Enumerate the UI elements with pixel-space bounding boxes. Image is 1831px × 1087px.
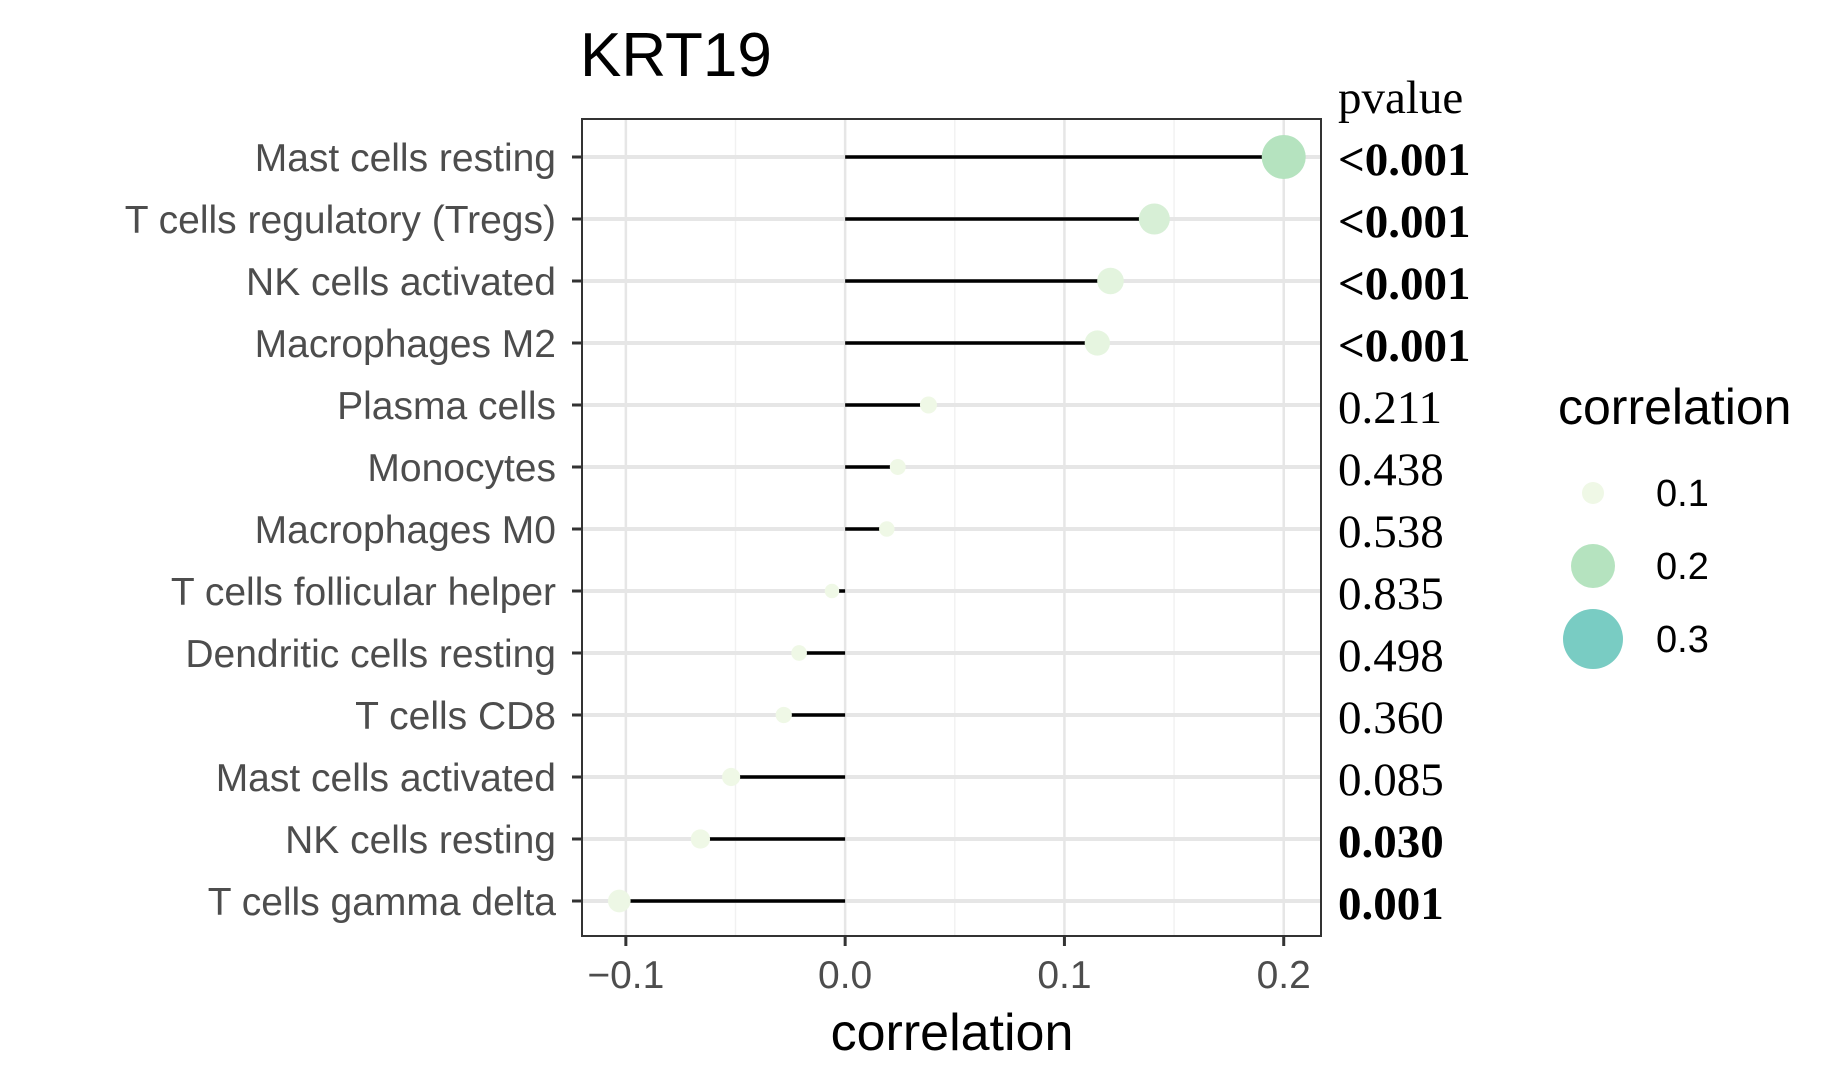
- y-tick-label: Dendritic cells resting: [185, 633, 556, 676]
- lollipop-point: [690, 829, 711, 849]
- lollipop-point: [607, 889, 631, 913]
- lollipop-point: [1084, 330, 1110, 356]
- legend-label: 0.3: [1656, 619, 1709, 661]
- lollipop-point: [824, 583, 840, 599]
- lollipop-point: [1261, 135, 1306, 179]
- pvalue-column: <0.001 <0.001 <0.001 <0.001 0.211 0.438 0.538 0…: [1338, 134, 1471, 930]
- legend-swatch: [1563, 609, 1623, 669]
- lollipop-point: [1097, 267, 1124, 295]
- pvalue-label: 0.498: [1338, 630, 1444, 682]
- pvalue-label: <0.001: [1338, 134, 1471, 186]
- legend-swatch: [1571, 544, 1615, 588]
- pvalue-label: <0.001: [1338, 320, 1471, 372]
- y-tick-label: T cells follicular helper: [171, 571, 556, 614]
- x-tick-label: −0.1: [587, 954, 664, 997]
- pvalue-label: 0.835: [1338, 568, 1444, 620]
- legend-label: 0.2: [1656, 546, 1709, 588]
- x-tick-label: 0.1: [1037, 954, 1091, 997]
- y-axis: Mast cells resting T cells regulatory (Tr…: [125, 137, 582, 924]
- y-tick-label: T cells regulatory (Tregs): [125, 199, 556, 242]
- y-tick-label: NK cells activated: [246, 261, 556, 304]
- x-tick-label: 0.0: [818, 954, 872, 997]
- pvalue-label: 0.211: [1338, 382, 1442, 434]
- lollipop-point: [879, 521, 895, 537]
- chart-title: KRT19: [580, 21, 772, 90]
- pvalue-label: 0.438: [1338, 444, 1444, 496]
- y-tick-label: NK cells resting: [285, 819, 556, 862]
- x-axis: −0.1 0.0 0.1 0.2: [587, 936, 1311, 997]
- y-tick-label: Macrophages M2: [255, 323, 556, 366]
- y-tick-label: T cells gamma delta: [208, 881, 557, 924]
- pvalue-label: 0.001: [1338, 878, 1444, 930]
- lollipop-point: [889, 459, 906, 475]
- lollipop-point: [919, 396, 937, 414]
- pvalue-label: 0.085: [1338, 754, 1444, 806]
- x-tick-label: 0.2: [1257, 954, 1311, 997]
- pvalue-label: 0.030: [1338, 816, 1444, 868]
- gridlines: [582, 119, 1321, 936]
- lollipop-point: [722, 767, 741, 787]
- y-tick-label: Mast cells resting: [255, 137, 556, 180]
- pvalue-label: 0.360: [1338, 692, 1444, 744]
- y-tick-label: Mast cells activated: [216, 757, 556, 800]
- lollipop-point: [1138, 203, 1170, 235]
- y-tick-label: T cells CD8: [355, 695, 556, 738]
- pvalue-label: <0.001: [1338, 196, 1471, 248]
- lollipop-point: [791, 645, 807, 661]
- y-tick-label: Macrophages M0: [255, 509, 556, 552]
- pvalue-label: 0.538: [1338, 506, 1444, 558]
- y-tick-label: Monocytes: [367, 447, 556, 490]
- x-axis-label: correlation: [831, 1004, 1074, 1062]
- y-tick-label: Plasma cells: [337, 385, 556, 428]
- lollipop-point: [775, 706, 792, 724]
- legend-label: 0.1: [1656, 473, 1709, 515]
- legend-title: correlation: [1558, 379, 1791, 435]
- pvalue-header: pvalue: [1338, 72, 1463, 124]
- pvalue-label: <0.001: [1338, 258, 1471, 310]
- lollipop-points: [607, 135, 1306, 913]
- legend: correlation 0.1 0.2 0.3: [1558, 379, 1791, 669]
- legend-swatch: [1582, 482, 1604, 504]
